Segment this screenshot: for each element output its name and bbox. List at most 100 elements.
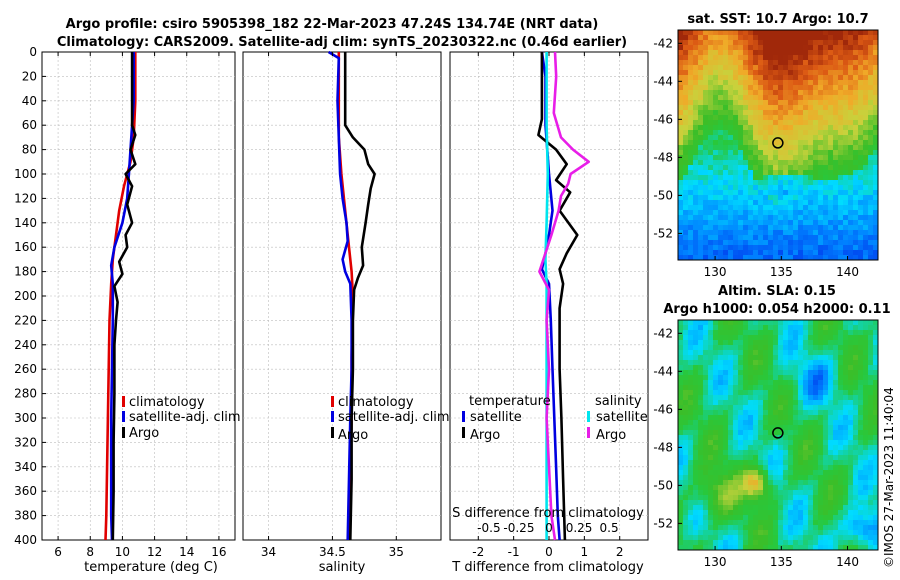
heatmap-cell (848, 495, 854, 501)
heatmap-cell (848, 490, 854, 496)
heatmap-cell (708, 415, 714, 421)
heatmap-cell (853, 400, 859, 406)
heatmap-cell (738, 230, 744, 236)
heatmap-cell (718, 165, 724, 171)
heatmap-cell (753, 365, 759, 371)
heatmap-cell (703, 375, 709, 381)
heatmap-cell (838, 465, 844, 471)
heatmap-cell (718, 500, 724, 506)
heatmap-cell (763, 120, 769, 126)
heatmap-cell (833, 200, 839, 206)
heatmap-cell (843, 200, 849, 206)
heatmap-cell (758, 415, 764, 421)
depth-tick-label: 380 (14, 509, 37, 523)
heatmap-cell (828, 450, 834, 456)
heatmap-cell (708, 445, 714, 451)
heatmap-cell (738, 410, 744, 416)
heatmap-cell (763, 400, 769, 406)
heatmap-cell (813, 50, 819, 56)
heatmap-cell (718, 430, 724, 436)
heatmap-cell (698, 215, 704, 221)
heatmap-cell (678, 460, 684, 466)
heatmap-cell (688, 90, 694, 96)
heatmap-cell (718, 415, 724, 421)
heatmap-cell (813, 325, 819, 331)
heatmap-cell (753, 160, 759, 166)
heatmap-cell (703, 100, 709, 106)
heatmap-cell (743, 335, 749, 341)
heatmap-cell (848, 375, 854, 381)
heatmap-cell (843, 465, 849, 471)
heatmap-cell (803, 105, 809, 111)
heatmap-cell (813, 430, 819, 436)
heatmap-cell (683, 205, 689, 211)
heatmap-cell (843, 320, 849, 326)
x-tick-label: 130 (704, 265, 727, 279)
heatmap-cell (808, 75, 814, 81)
heatmap-cell (858, 145, 864, 151)
x-tick-label: 6 (54, 545, 62, 559)
heatmap-cell (823, 205, 829, 211)
heatmap-cell (813, 70, 819, 76)
heatmap-cell (793, 390, 799, 396)
heatmap-cell (823, 145, 829, 151)
heatmap-cell (703, 420, 709, 426)
heatmap-cell (773, 460, 779, 466)
heatmap-cell (843, 385, 849, 391)
heatmap-cell (723, 530, 729, 536)
heatmap-cell (818, 135, 824, 141)
heatmap-cell (713, 140, 719, 146)
heatmap-cell (778, 220, 784, 226)
heatmap-cell (863, 425, 869, 431)
heatmap-cell (813, 520, 819, 526)
heatmap-cell (753, 345, 759, 351)
heatmap-cell (818, 405, 824, 411)
heatmap-cell (763, 435, 769, 441)
heatmap-cell (813, 485, 819, 491)
heatmap-cell (868, 340, 874, 346)
heatmap-cell (818, 380, 824, 386)
heatmap-cell (728, 415, 734, 421)
heatmap-cell (868, 420, 874, 426)
heatmap-cell (713, 400, 719, 406)
heatmap-cell (788, 65, 794, 71)
heatmap-cell (703, 210, 709, 216)
heatmap-cell (873, 50, 879, 56)
heatmap-cell (803, 110, 809, 116)
heatmap-cell (773, 40, 779, 46)
heatmap-cell (858, 85, 864, 91)
heatmap-cell (783, 370, 789, 376)
heatmap-cell (698, 460, 704, 466)
heatmap-cell (843, 345, 849, 351)
heatmap-cell (748, 395, 754, 401)
heatmap-cell (683, 195, 689, 201)
heatmap-cell (703, 90, 709, 96)
heatmap-cell (808, 345, 814, 351)
heatmap-cell (773, 250, 779, 256)
heatmap-cell (708, 120, 714, 126)
salinity-xlabel: salinity (319, 560, 366, 575)
heatmap-cell (873, 115, 879, 121)
heatmap-cell (688, 225, 694, 231)
heatmap-cell (808, 230, 814, 236)
heatmap-cell (793, 500, 799, 506)
heatmap-cell (818, 530, 824, 536)
heatmap-cell (738, 460, 744, 466)
heatmap-cell (678, 250, 684, 256)
heatmap-cell (818, 425, 824, 431)
heatmap-cell (783, 180, 789, 186)
heatmap-cell (813, 100, 819, 106)
heatmap-cell (858, 190, 864, 196)
heatmap-cell (848, 250, 854, 256)
heatmap-cell (703, 230, 709, 236)
heatmap-cell (773, 30, 779, 36)
heatmap-cell (793, 425, 799, 431)
heatmap-cell (858, 340, 864, 346)
heatmap-cell (783, 340, 789, 346)
heatmap-cell (868, 75, 874, 81)
heatmap-cell (838, 405, 844, 411)
heatmap-cell (698, 155, 704, 161)
heatmap-cell (718, 350, 724, 356)
heatmap-cell (783, 95, 789, 101)
heatmap-cell (813, 210, 819, 216)
